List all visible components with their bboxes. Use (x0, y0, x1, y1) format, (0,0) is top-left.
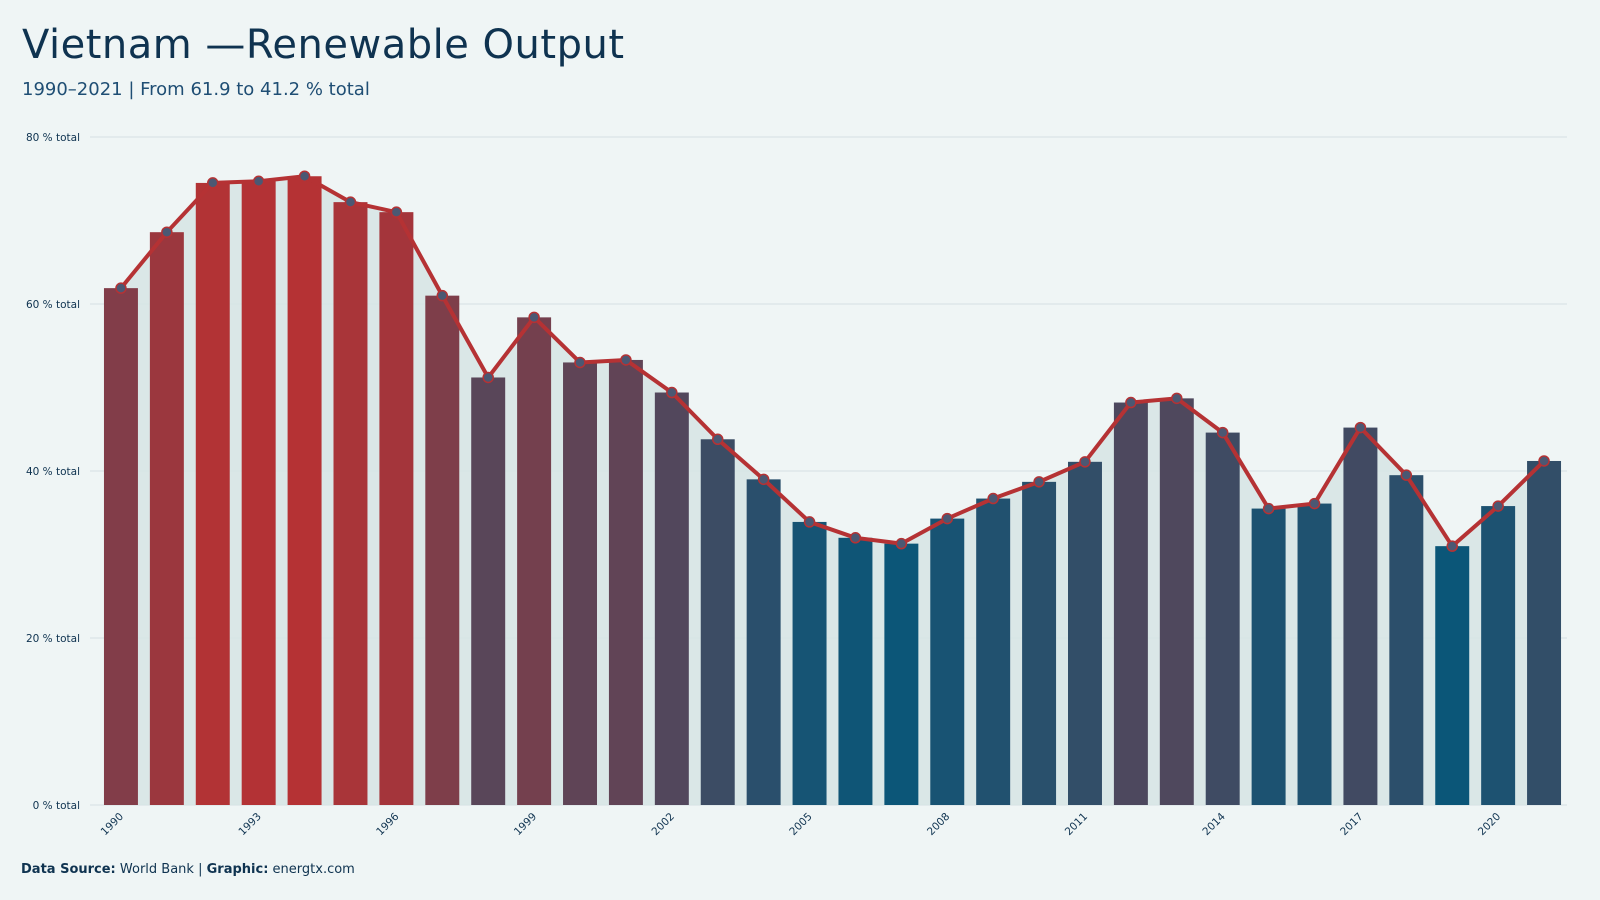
point-1994 (298, 170, 311, 182)
bar-2007 (884, 543, 919, 805)
x-tick-label: 2017 (1338, 811, 1365, 838)
point-1998 (482, 371, 494, 384)
point-1999 (528, 311, 540, 324)
point-2017 (1354, 421, 1367, 434)
point-2021 (1538, 455, 1550, 467)
point-2011 (1079, 456, 1091, 468)
bar-2013 (1159, 398, 1194, 805)
bars (103, 176, 1562, 806)
x-tick-label: 1990 (99, 811, 126, 838)
bar-2009 (976, 498, 1011, 805)
point-2008 (941, 512, 954, 525)
point-2004 (757, 473, 770, 486)
x-tick-label: 2002 (650, 811, 677, 838)
area-background (103, 176, 1562, 805)
point-2014 (1216, 426, 1229, 439)
bar-2021 (1527, 460, 1562, 805)
bar-2003 (700, 439, 735, 805)
bar-1993 (241, 181, 276, 805)
bar-2015 (1251, 508, 1286, 805)
bar-2008 (930, 518, 965, 805)
bar-2017 (1343, 427, 1378, 805)
point-2003 (711, 433, 724, 446)
point-1992 (207, 177, 219, 189)
bar-1994 (287, 176, 322, 805)
bar-1995 (333, 202, 368, 805)
bar-1999 (517, 317, 552, 805)
x-tick-label: 2020 (1476, 811, 1503, 838)
point-1997 (436, 289, 449, 302)
point-2018 (1400, 469, 1413, 481)
bar-2019 (1435, 546, 1470, 805)
point-1991 (161, 226, 173, 238)
point-2010 (1033, 476, 1045, 488)
x-tick-label: 2014 (1200, 810, 1228, 838)
bar-1997 (425, 295, 460, 805)
points (115, 170, 1550, 552)
bar-1992 (195, 182, 230, 806)
point-2019 (1446, 540, 1458, 552)
bar-2010 (1022, 481, 1057, 805)
point-2013 (1171, 392, 1183, 405)
point-2006 (849, 532, 862, 544)
x-tick-label: 2005 (787, 811, 814, 838)
source-value: World Bank (119, 862, 194, 877)
bar-2012 (1113, 402, 1148, 805)
x-tick-label: 2008 (925, 811, 952, 838)
bar-2002 (654, 392, 689, 805)
x-tick-label: 1999 (512, 811, 539, 838)
y-tick-label: 20 % total (26, 633, 80, 645)
bar-2005 (792, 521, 827, 805)
bar-1990 (103, 288, 138, 805)
bar-2001 (608, 359, 643, 805)
bar-2011 (1067, 461, 1102, 805)
bar-backgrounds (103, 176, 1562, 805)
footer-credits: Data Source: World Bank | Graphic: energ… (21, 862, 355, 877)
graphic-label: Graphic: (206, 862, 269, 877)
point-1995 (344, 196, 357, 208)
trend-line (118, 174, 1547, 549)
point-2002 (666, 386, 678, 399)
bar-1998 (471, 377, 506, 805)
y-tick-label: 60 % total (26, 299, 80, 311)
bar-2004 (746, 479, 781, 805)
bar-2018 (1389, 475, 1424, 805)
point-2001 (620, 354, 632, 366)
point-2016 (1308, 497, 1321, 510)
point-2000 (574, 356, 586, 369)
x-tick-label: 2011 (1063, 811, 1090, 838)
x-axis-tick-labels: 1990 1993 1996 1999 2002 2005 2008 2011 2014 2017… (99, 810, 1504, 838)
y-tick-label: 80 % total (26, 132, 80, 144)
point-2015 (1262, 502, 1275, 515)
trend-line-path (118, 174, 1547, 549)
y-axis-tick-labels: 0 % total 20 % total 40 % total 60 % total 8… (26, 132, 80, 812)
chart-title: Vietnam —Renewable Output (22, 22, 625, 68)
chart-subtitle: 1990–2021 | From 61.9 to 41.2 % total (22, 79, 370, 100)
bar-2000 (563, 362, 598, 805)
source-label: Data Source: (21, 862, 116, 877)
point-1996 (390, 206, 403, 218)
point-1990 (115, 282, 127, 294)
x-tick-label: 1996 (374, 810, 402, 838)
y-tick-label: 40 % total (26, 466, 80, 478)
bar-1996 (379, 212, 414, 805)
bar-2016 (1297, 503, 1332, 805)
point-2020 (1492, 500, 1504, 512)
bar-2006 (838, 537, 873, 805)
point-2005 (803, 516, 816, 528)
bar-2020 (1481, 506, 1516, 805)
point-2009 (987, 492, 999, 505)
bar-2014 (1205, 432, 1240, 805)
y-tick-label: 0 % total (33, 800, 80, 812)
footer-separator: | (198, 862, 203, 877)
point-1993 (252, 175, 265, 188)
bar-1991 (149, 232, 184, 805)
x-tick-label: 1993 (236, 811, 263, 838)
point-2007 (895, 537, 908, 550)
graphic-value: energtx.com (272, 862, 355, 877)
point-2012 (1125, 396, 1137, 409)
